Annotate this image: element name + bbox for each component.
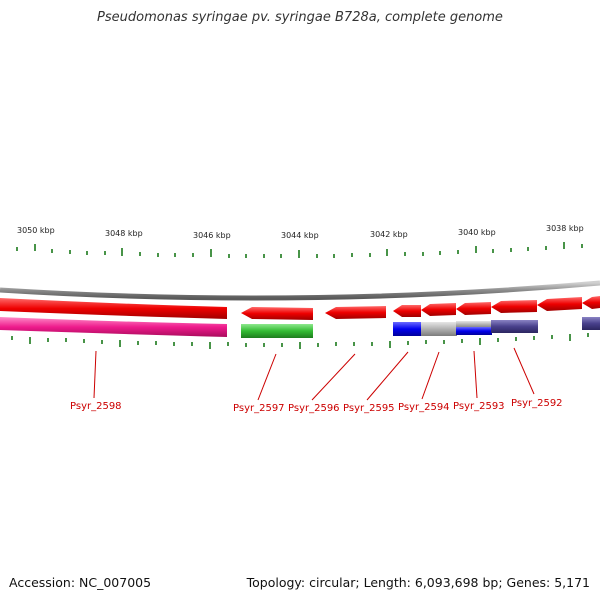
gene-label[interactable]: Psyr_2592 <box>511 398 563 409</box>
gene-arrow-psyr-2595-fwd[interactable] <box>393 305 421 317</box>
gene-psyr-2595-rev[interactable] <box>393 322 422 336</box>
gene-psyr-2593-rev-upper[interactable] <box>456 321 492 328</box>
gene-label[interactable]: Psyr_2594 <box>398 402 450 413</box>
gene-label[interactable]: Psyr_2595 <box>343 403 395 414</box>
scale-tick-label: 3050 kbp <box>17 226 55 235</box>
forward-strand-genes <box>0 296 600 320</box>
gene-psyr-2592-rev[interactable] <box>491 320 538 333</box>
gene-psyr-2597-rev[interactable] <box>241 324 313 338</box>
leader-psyr-2598 <box>93 350 97 399</box>
gene-arrow-next-fwd[interactable] <box>537 297 582 311</box>
topology-text: Topology: circular; Length: 6,093,698 bp… <box>246 575 590 590</box>
gene-edge-rev[interactable] <box>582 317 600 330</box>
scale-tick-label: 3044 kbp <box>281 231 319 240</box>
gene-psyr-2594-rev[interactable] <box>421 322 457 336</box>
gene-psyr-2593-rev-lower[interactable] <box>456 327 492 335</box>
gene-arrow-psyr-2596-fwd[interactable] <box>325 306 386 319</box>
reverse-strand-genes <box>0 317 600 338</box>
gene-arrow-psyr-2593-fwd[interactable] <box>456 302 491 315</box>
scale-tick-label: 3046 kbp <box>193 231 231 240</box>
leader-psyr-2592 <box>513 347 535 395</box>
leader-psyr-2594 <box>421 351 440 400</box>
accession-text: Accession: NC_007005 <box>9 575 152 590</box>
scale-tick-label: 3048 kbp <box>105 229 143 238</box>
leader-psyr-2595 <box>366 351 409 401</box>
gene-label[interactable]: Psyr_2597 <box>233 403 285 414</box>
gene-label[interactable]: Psyr_2598 <box>70 401 122 412</box>
page-title: Pseudomonas syringae pv. syringae B728a,… <box>97 10 503 25</box>
gene-arrow-psyr-2597-fwd[interactable] <box>241 307 313 320</box>
leader-psyr-2597 <box>257 353 277 401</box>
scale-tick-label: 3038 kbp <box>546 224 584 233</box>
label-leaders <box>93 347 535 401</box>
gene-arrow-psyr-2594-fwd[interactable] <box>421 303 456 316</box>
inner-ruler <box>11 333 589 349</box>
leader-psyr-2593 <box>473 350 478 399</box>
gene-label[interactable]: Psyr_2596 <box>288 403 340 414</box>
gene-arrow-edge-fwd[interactable] <box>582 296 600 309</box>
gene-arrow-psyr-2598-fwd[interactable] <box>0 298 227 319</box>
gene-label[interactable]: Psyr_2593 <box>453 401 505 412</box>
gene-arrow-psyr-2592-fwd[interactable] <box>491 300 537 313</box>
gene-psyr-2598-rev[interactable] <box>0 317 227 337</box>
scale-tick-label: 3042 kbp <box>370 230 408 239</box>
genome-backbone <box>0 280 600 301</box>
leader-psyr-2596 <box>311 353 356 401</box>
scale-tick-label: 3040 kbp <box>458 228 496 237</box>
outer-ruler <box>16 242 583 258</box>
